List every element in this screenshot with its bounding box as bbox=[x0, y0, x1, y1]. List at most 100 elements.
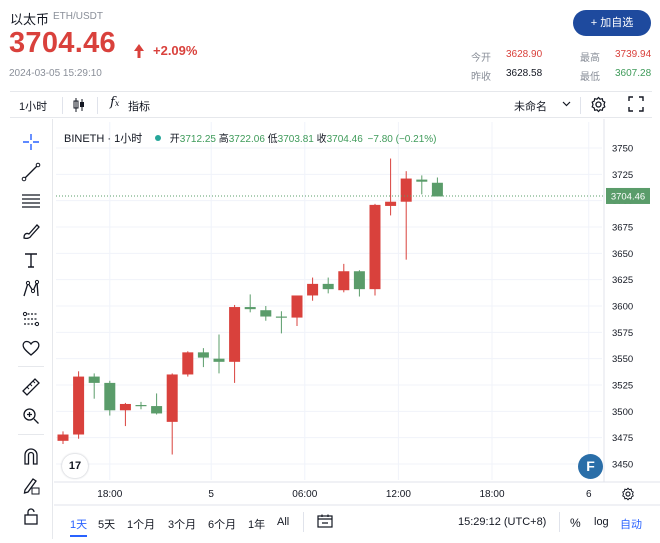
candle-body bbox=[353, 271, 365, 290]
low-label: 最低 bbox=[580, 72, 600, 83]
fullscreen-icon[interactable] bbox=[628, 96, 644, 112]
chart-grid bbox=[56, 122, 602, 480]
bottom-divider bbox=[303, 512, 304, 532]
range-button[interactable]: 6个月 bbox=[208, 519, 237, 531]
up-arrow-icon bbox=[134, 44, 144, 58]
function-icon[interactable]: fx bbox=[110, 95, 120, 110]
prev-close-value: 3628.58 bbox=[506, 68, 543, 79]
chevron-down-icon[interactable] bbox=[562, 101, 571, 107]
brush-icon[interactable] bbox=[18, 219, 44, 243]
zoom-in-icon[interactable] bbox=[18, 404, 44, 428]
tools-separator bbox=[18, 434, 44, 435]
layout-name[interactable]: 未命名 bbox=[514, 101, 547, 113]
legend-high: 3722.06 bbox=[228, 134, 265, 145]
range-button[interactable]: All bbox=[277, 516, 290, 528]
prev-close-label: 昨收 bbox=[471, 72, 491, 83]
bottom-divider bbox=[559, 512, 560, 532]
toolbar-divider bbox=[62, 97, 63, 114]
legend-open-label: 开 bbox=[169, 134, 180, 145]
tradingview-logo[interactable]: 17 bbox=[62, 454, 88, 478]
time-tick-label: 5 bbox=[208, 489, 214, 500]
price-tick-label: 3725 bbox=[612, 170, 633, 181]
gear-icon[interactable] bbox=[590, 96, 607, 113]
axis-settings-icon[interactable] bbox=[621, 487, 635, 501]
high-label: 最高 bbox=[580, 53, 600, 64]
calendar-range-icon[interactable] bbox=[317, 514, 333, 528]
candle-body bbox=[135, 405, 147, 407]
candle-body bbox=[104, 382, 116, 411]
candles bbox=[57, 158, 443, 455]
heart-icon[interactable] bbox=[18, 336, 44, 360]
candle-body bbox=[322, 283, 334, 290]
projection-icon[interactable] bbox=[18, 307, 44, 331]
range-button[interactable]: 3个月 bbox=[168, 519, 197, 531]
price-axis: 3750372537003675365036253600357535503525… bbox=[612, 144, 633, 471]
time-axis: 18:00 5 06:00 12:00 18:00 6 bbox=[97, 489, 592, 500]
candle-body bbox=[166, 374, 178, 422]
candle-body bbox=[385, 201, 397, 206]
interval-button[interactable]: 1小时 bbox=[19, 101, 48, 113]
time-tick-label: 18:00 bbox=[97, 489, 122, 500]
candle-body bbox=[369, 204, 381, 290]
text-icon[interactable] bbox=[18, 248, 44, 272]
time-tick-label: 6 bbox=[586, 489, 592, 500]
open-value: 3628.90 bbox=[506, 49, 543, 60]
candle-body bbox=[182, 352, 194, 375]
range-button[interactable]: 1个月 bbox=[127, 519, 156, 531]
ruler-icon[interactable] bbox=[18, 375, 44, 399]
current-price: 3704.46 bbox=[9, 27, 116, 59]
chart-toolbar: 1小时 fx 指标 未命名 bbox=[10, 91, 652, 118]
tools-separator bbox=[18, 366, 44, 367]
legend-symbol[interactable]: BINETH · 1小时 bbox=[64, 133, 143, 145]
range-button[interactable]: 1年 bbox=[248, 519, 266, 531]
low-value: 3607.28 bbox=[615, 68, 652, 79]
quote-timestamp: 2024-03-05 15:29:10 bbox=[9, 68, 102, 79]
lock-icon[interactable] bbox=[18, 504, 44, 528]
open-label: 今开 bbox=[471, 53, 491, 64]
auto-toggle[interactable]: 自动 bbox=[620, 519, 642, 531]
asset-name: 以太币 bbox=[10, 12, 50, 27]
price-tick-label: 3750 bbox=[612, 144, 633, 155]
high-value: 3739.94 bbox=[615, 49, 652, 60]
time-tick-label: 06:00 bbox=[292, 489, 317, 500]
price-tick-label: 3600 bbox=[612, 302, 633, 313]
magnet-icon[interactable] bbox=[18, 445, 44, 469]
candle-body bbox=[416, 179, 428, 182]
legend-change: −7.80 (−0.21%) bbox=[367, 134, 437, 145]
legend-high-label: 高 bbox=[218, 134, 229, 145]
price-tick-label: 3625 bbox=[612, 275, 633, 286]
candle-body bbox=[400, 178, 412, 202]
lock-pencil-icon[interactable] bbox=[18, 474, 44, 498]
legend-open: 3712.25 bbox=[179, 134, 216, 145]
price-change: +2.09% bbox=[153, 43, 198, 58]
candlestick-icon[interactable] bbox=[72, 97, 86, 113]
legend-low-label: 低 bbox=[267, 134, 278, 145]
range-button[interactable]: 1天 bbox=[70, 516, 88, 537]
price-tick-label: 3450 bbox=[612, 460, 633, 471]
trendline-icon[interactable] bbox=[18, 160, 44, 184]
eye-icon[interactable] bbox=[155, 135, 162, 141]
percent-toggle[interactable]: % bbox=[570, 516, 581, 530]
pattern-icon[interactable] bbox=[18, 277, 44, 301]
indicators-button[interactable]: 指标 bbox=[128, 101, 150, 113]
asset-pair: ETH/USDT bbox=[53, 11, 103, 22]
candle-body bbox=[229, 307, 241, 362]
crosshair-icon[interactable] bbox=[18, 130, 44, 154]
candle-body bbox=[260, 310, 272, 317]
price-tick-label: 3525 bbox=[612, 381, 633, 392]
toolbar-divider bbox=[97, 97, 98, 114]
price-tick-label: 3650 bbox=[612, 249, 633, 260]
range-button[interactable]: 5天 bbox=[98, 519, 116, 531]
candle-body bbox=[244, 307, 256, 310]
fib-icon[interactable] bbox=[18, 189, 44, 213]
f-badge[interactable]: F bbox=[578, 454, 603, 479]
time-tick-label: 12:00 bbox=[386, 489, 411, 500]
add-watchlist-button[interactable]: + 加自选 bbox=[573, 10, 651, 36]
last-price-label: 3704.46 bbox=[611, 191, 645, 202]
candle-body bbox=[338, 271, 350, 291]
log-toggle[interactable]: log bbox=[594, 516, 609, 528]
candle-body bbox=[291, 295, 303, 318]
candle-body bbox=[431, 182, 443, 197]
candle-body bbox=[57, 434, 69, 441]
